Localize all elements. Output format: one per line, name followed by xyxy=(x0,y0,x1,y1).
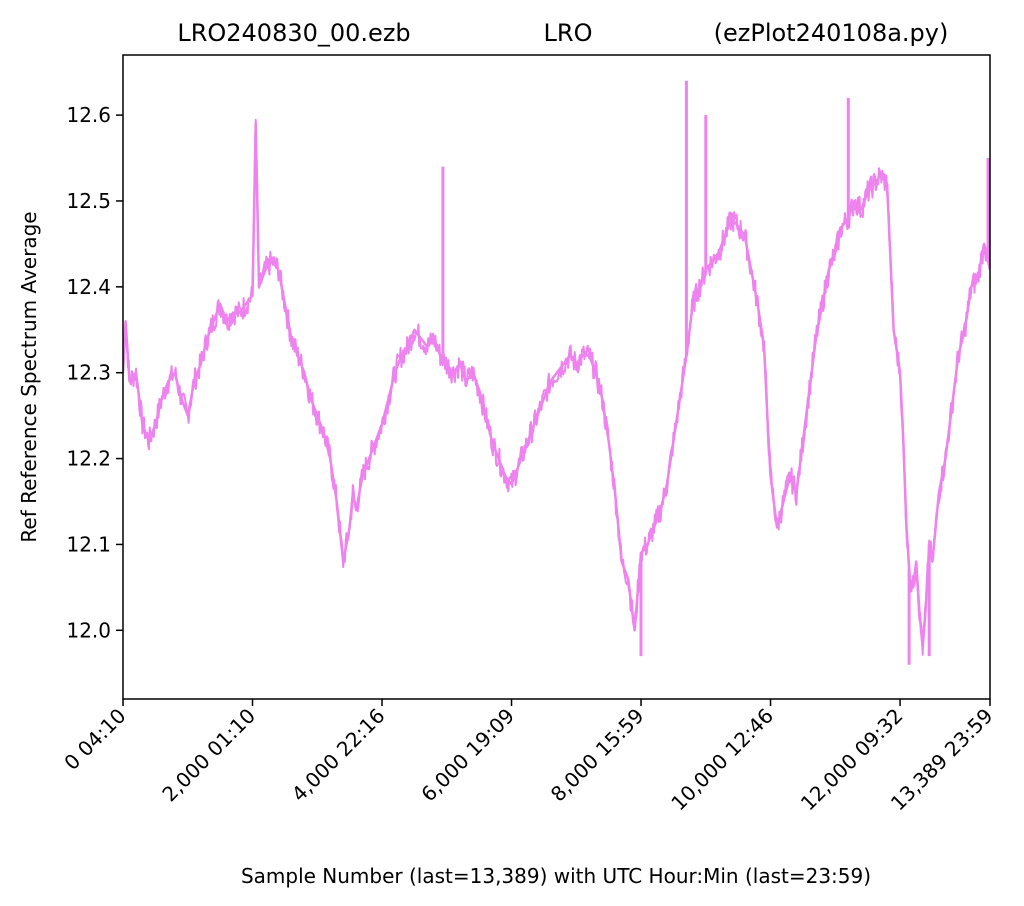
chart-title-station: LRO xyxy=(544,19,593,47)
chart-title-group: LRO240830_00.ezb LRO (ezPlot240108a.py) xyxy=(177,19,948,47)
plot-area xyxy=(123,80,990,665)
x-axis-label: Sample Number (last=13,389) with UTC Hou… xyxy=(241,864,871,888)
x-tick-label: 2,000 01:10 xyxy=(157,704,260,807)
x-tick-label: 4,000 22:16 xyxy=(287,704,390,807)
y-axis-label: Ref Reference Spectrum Average xyxy=(17,211,41,542)
y-axis-ticks: 12.0 12.1 12.2 12.3 12.4 12.5 12.6 xyxy=(66,103,123,642)
x-tick-label: 0 04:10 xyxy=(59,704,130,775)
series-layer xyxy=(123,80,990,665)
chart-title-filename: LRO240830_00.ezb xyxy=(177,19,410,47)
y-tick-label: 12.6 xyxy=(66,103,111,127)
y-tick-label: 12.4 xyxy=(66,275,111,299)
x-tick-label: 8,000 15:59 xyxy=(546,704,649,807)
x-tick-label: 6,000 19:09 xyxy=(416,704,519,807)
chart-title-script: (ezPlot240108a.py) xyxy=(714,19,949,47)
y-tick-label: 12.2 xyxy=(66,447,111,471)
plot-frame xyxy=(122,54,991,700)
series-noise-line xyxy=(123,118,990,656)
y-tick-label: 12.3 xyxy=(66,361,111,385)
x-tick-label: 10,000 12:46 xyxy=(666,704,778,816)
y-tick-label: 12.0 xyxy=(66,618,111,642)
y-tick-label: 12.1 xyxy=(66,532,111,556)
x-axis-ticks: 0 04:10 2,000 01:10 4,000 22:16 6,000 19:09… xyxy=(59,699,998,816)
y-tick-label: 12.5 xyxy=(66,189,111,213)
